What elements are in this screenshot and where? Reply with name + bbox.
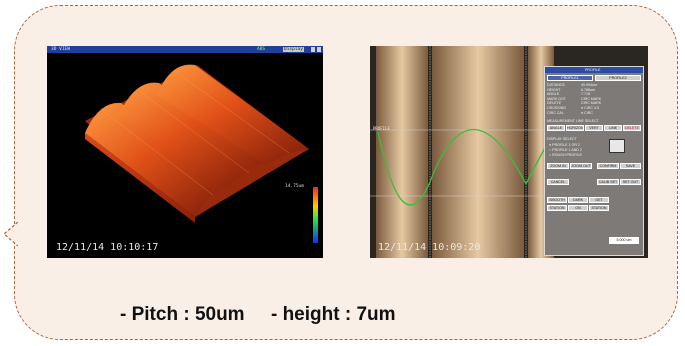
height-scale-label: 14.75um — [285, 184, 304, 189]
3d-view-titlebar — [47, 46, 323, 53]
window-minimize-icon[interactable] — [311, 47, 315, 52]
row-value: CIRC MARK — [581, 96, 602, 101]
confirm-button[interactable]: CONFIRM — [597, 163, 619, 169]
row-value: 6.786um — [581, 87, 595, 92]
get-button[interactable]: GET — [589, 197, 609, 203]
line-line-button[interactable]: LINE — [604, 125, 622, 131]
line-delete-button[interactable]: DELETE — [623, 125, 641, 131]
line-angle-button[interactable]: ANGLE — [547, 125, 565, 131]
save-button[interactable]: SAVE — [620, 163, 641, 169]
3d-view-status: ABS — [257, 47, 266, 52]
scale-value-field[interactable]: 5.000 um — [609, 237, 639, 244]
display-select-label: DISPLAY SELECT — [547, 137, 577, 141]
row-label: DISTANCE — [547, 83, 565, 87]
line-horizon-button[interactable]: HORIZON — [566, 125, 584, 131]
row-label: DELETE — [547, 101, 561, 106]
display-option-2[interactable]: ○ PROFILE 1 AND 2 — [549, 148, 582, 152]
profile-panel: PROFILE PROFILE1 PROFILE2 DISTANCE 49.994… — [544, 66, 644, 256]
measure-line-label: MEASUREMENT LINE SELECT — [547, 119, 599, 123]
row-label: ANGLE — [547, 92, 560, 97]
row-label: CIRC CAL — [547, 110, 564, 115]
3d-view-screenshot: 3D VIEW ABS Display — [47, 46, 323, 258]
window-close-icon[interactable] — [317, 47, 321, 52]
panel-title: PROFILE — [585, 68, 601, 72]
station-button[interactable]: STATION — [547, 205, 567, 211]
3d-view-title: 3D VIEW — [51, 47, 70, 52]
cancel-button[interactable]: CANCEL — [547, 179, 569, 185]
line-vert-button[interactable]: VERT — [585, 125, 603, 131]
calib-set-button[interactable]: CALIB SET — [597, 179, 619, 185]
smooth-button[interactable]: SMOOTH — [547, 197, 567, 203]
station-button-2[interactable]: STATION — [589, 205, 609, 211]
set-out-button[interactable]: SET OUT — [620, 179, 641, 185]
slide-caption: - Pitch : 50um - height : 7um — [120, 304, 396, 325]
display-mode-button[interactable]: Display — [283, 47, 304, 52]
row-value: CIRC MARK — [581, 101, 602, 106]
card-notch — [3, 222, 18, 246]
row-value: 49.994um — [581, 83, 597, 87]
display-option-1[interactable]: ● PROFILE 1 OR 2 — [549, 143, 580, 147]
3d-surface-render — [85, 64, 318, 243]
3d-view-timestamp: 12/11/14 10:10:17 — [56, 242, 159, 253]
row-value: ● CIRC 4.5 — [581, 105, 599, 110]
zoom-in-button[interactable]: ZOOM IN — [547, 163, 569, 169]
row-label: MARK DOT — [547, 96, 566, 101]
row-label: HEIGHT — [547, 87, 561, 92]
arrow-pad-icon[interactable] — [609, 139, 625, 153]
panel-titlebar — [545, 67, 643, 73]
profile-screenshot: PROFILE PROFILE PROFILE1 PROFILE2 DISTAN… — [370, 46, 648, 258]
row-label: CROSSING — [547, 105, 567, 110]
tab-profile2[interactable]: PROFILE2 — [595, 75, 641, 81]
zoom-out-button[interactable]: ZOOM OUT — [570, 163, 592, 169]
profile-timestamp: 12/11/14 10:09:20 — [378, 242, 481, 253]
row-value: 7.718 — [581, 92, 590, 97]
tab-profile1[interactable]: PROFILE1 — [547, 75, 593, 81]
profile-cursor-label: PROFILE — [373, 126, 390, 131]
height-color-scale — [313, 187, 318, 243]
display-option-3[interactable]: ○ ROUGH PROFILE — [549, 153, 582, 157]
dark-button[interactable]: DARK — [568, 197, 588, 203]
row-value: ● CIRC — [581, 110, 593, 115]
profile-curve — [377, 128, 547, 206]
on-button[interactable]: ON — [568, 205, 588, 211]
